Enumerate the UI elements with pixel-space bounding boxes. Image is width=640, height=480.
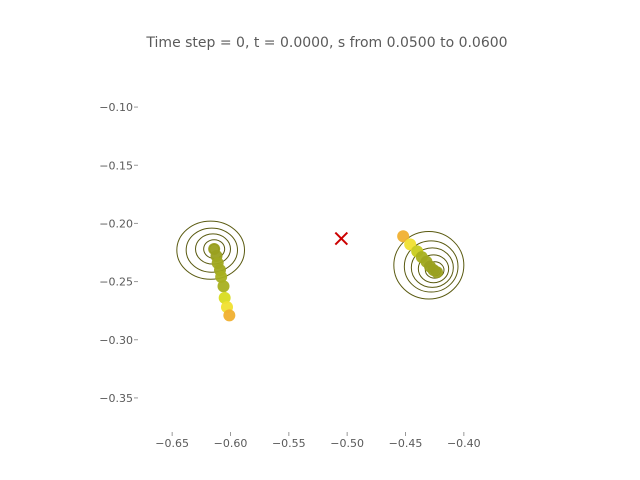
chart-title: Time step = 0, t = 0.0000, s from 0.0500… bbox=[145, 35, 507, 51]
center-marker bbox=[334, 231, 349, 246]
x-tick-label: −0.60 bbox=[214, 437, 248, 450]
x-tick-label: −0.65 bbox=[155, 437, 189, 450]
x-tick-label: −0.50 bbox=[330, 437, 364, 450]
point-1-7 bbox=[431, 266, 443, 279]
contour-1-5 bbox=[393, 231, 465, 300]
y-tick-label: −0.25 bbox=[99, 276, 133, 289]
marker-stroke bbox=[334, 231, 349, 246]
contour-1-3 bbox=[410, 247, 454, 288]
contour-1-4 bbox=[403, 240, 459, 293]
contour-0-3 bbox=[185, 227, 238, 273]
y-tick-label: −0.15 bbox=[99, 159, 133, 172]
axes: −0.65 −0.60 −0.55 −0.50 −0.45 −0.40 −0.10 −0.15… bbox=[99, 101, 480, 450]
y-tick-label: −0.20 bbox=[99, 217, 133, 230]
point-0-6 bbox=[218, 291, 231, 304]
point-0-8 bbox=[223, 309, 236, 322]
point-0-5 bbox=[217, 280, 230, 293]
contour-1-2 bbox=[417, 254, 450, 284]
x-tick-label: −0.45 bbox=[389, 437, 423, 450]
x-tick-label: −0.40 bbox=[447, 437, 481, 450]
data-points bbox=[208, 230, 443, 322]
y-tick-label: −0.30 bbox=[99, 334, 133, 347]
point-0-4 bbox=[215, 270, 228, 283]
y-tick-label: −0.35 bbox=[99, 392, 133, 405]
point-1-0 bbox=[397, 230, 410, 243]
contour-lines bbox=[176, 220, 465, 300]
y-tick-label: −0.10 bbox=[99, 101, 133, 114]
contour-0-4 bbox=[176, 220, 246, 280]
x-tick-label: −0.55 bbox=[272, 437, 306, 450]
